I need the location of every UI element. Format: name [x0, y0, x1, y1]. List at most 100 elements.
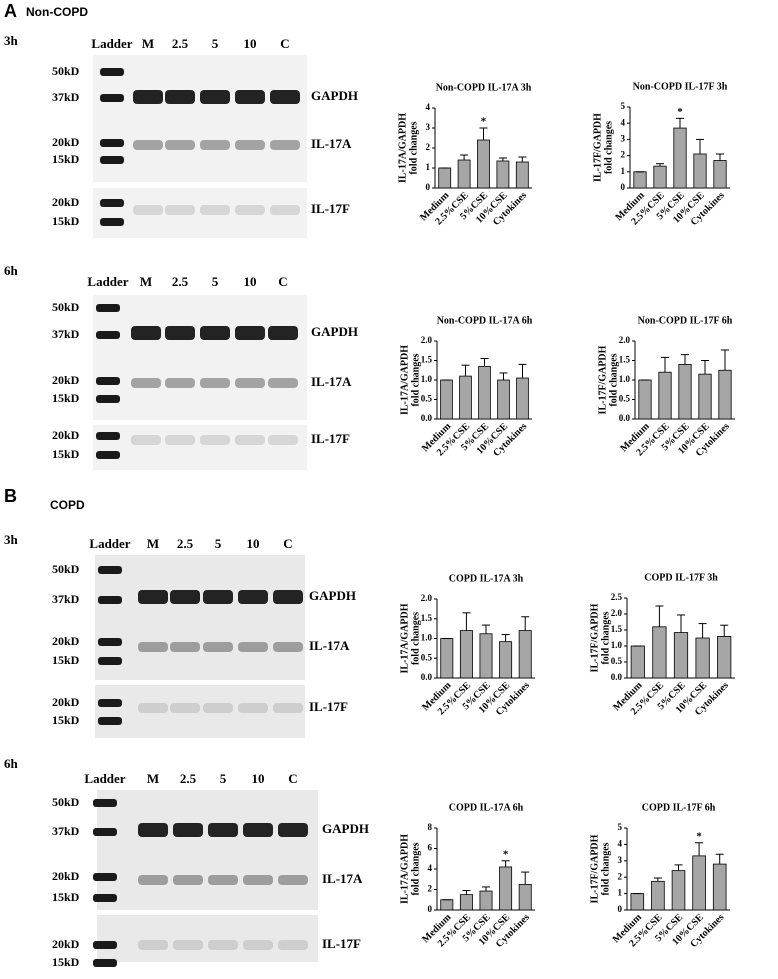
bar — [516, 377, 529, 420]
blot-membrane — [97, 915, 318, 962]
ladder-band — [100, 94, 124, 102]
target-label: GAPDH — [311, 88, 358, 103]
y-tick-label: 1.0 — [611, 640, 623, 650]
ladder-band — [93, 873, 117, 881]
y-axis-label: fold changes — [603, 121, 614, 174]
ladder-band — [100, 218, 124, 226]
marker-label: 37kD — [52, 327, 80, 341]
bar — [693, 153, 707, 189]
y-axis-label: IL-17A/GAPDH — [399, 834, 410, 904]
ladder-band — [100, 68, 124, 76]
protein-band — [235, 326, 265, 340]
y-tick-label: 2 — [621, 150, 626, 160]
bar — [438, 167, 452, 189]
protein-band — [273, 642, 303, 652]
y-axis-label: IL-17F/GAPDH — [597, 345, 608, 414]
target-label: GAPDH — [322, 821, 369, 836]
marker-label: 20kD — [52, 428, 80, 442]
group-label: COPD — [50, 498, 85, 512]
marker-label: 15kD — [52, 391, 80, 405]
ladder-band — [93, 894, 117, 902]
ladder-band — [98, 638, 122, 646]
bar — [638, 379, 652, 420]
y-tick-label: 1.5 — [421, 613, 433, 623]
y-tick-label: 1 — [618, 888, 623, 898]
y-tick-label: 5 — [621, 101, 626, 111]
marker-label: 50kD — [52, 562, 80, 576]
protein-band — [235, 90, 265, 104]
protein-band — [133, 140, 163, 150]
protein-band — [278, 940, 308, 950]
ladder-band — [98, 596, 122, 604]
protein-band — [238, 703, 268, 713]
blot-membrane — [93, 425, 307, 470]
ladder-band — [96, 432, 120, 440]
lane-label: 2.5 — [172, 274, 189, 289]
protein-band — [208, 940, 238, 950]
lane-label: Ladder — [89, 536, 130, 551]
protein-band — [200, 140, 230, 150]
marker-label: 20kD — [52, 195, 80, 209]
marker-label: 15kD — [52, 890, 80, 904]
lane-label: C — [280, 36, 289, 51]
protein-band — [165, 140, 195, 150]
y-axis-label: fold changes — [410, 353, 421, 406]
blot-membrane — [93, 295, 307, 420]
protein-band — [278, 823, 308, 837]
marker-label: 20kD — [52, 695, 80, 709]
ladder-band — [93, 799, 117, 807]
lane-label: M — [140, 274, 152, 289]
protein-band — [200, 435, 230, 445]
lane-label: 10 — [244, 36, 257, 51]
bar — [459, 894, 473, 911]
marker-label: 20kD — [52, 869, 80, 883]
ladder-band — [100, 156, 124, 164]
bar — [459, 375, 472, 420]
bar — [658, 371, 672, 420]
bar — [477, 139, 490, 189]
y-tick-label: 0.0 — [619, 413, 631, 423]
chart-title: COPD IL-17A 6h — [449, 802, 524, 813]
significance-mark: * — [503, 848, 509, 860]
bar — [518, 883, 532, 911]
blot-membrane — [93, 55, 307, 182]
bar — [630, 645, 645, 679]
lane-label: M — [142, 36, 154, 51]
marker-label: 15kD — [52, 152, 80, 166]
y-tick-label: 3 — [618, 855, 623, 865]
time-label: 6h — [4, 263, 19, 278]
y-axis-label: fold changes — [600, 611, 611, 664]
protein-band — [138, 875, 168, 885]
chart-title: Non-COPD IL-17F 6h — [638, 315, 733, 326]
bar — [651, 880, 665, 911]
protein-band — [203, 590, 233, 604]
y-tick-label: 6 — [428, 843, 433, 853]
lane-label: Ladder — [84, 771, 125, 786]
y-axis-label: IL-17F/GAPDH — [592, 113, 603, 182]
bar — [497, 379, 510, 420]
protein-band — [165, 378, 195, 388]
significance-mark: * — [481, 116, 487, 128]
protein-band — [268, 435, 298, 445]
y-tick-label: 0.5 — [421, 394, 433, 404]
bar — [673, 127, 687, 189]
target-label: IL-17F — [322, 936, 361, 951]
protein-band — [165, 435, 195, 445]
protein-band — [200, 205, 230, 215]
protein-band — [268, 326, 298, 340]
protein-band — [235, 435, 265, 445]
protein-band — [138, 940, 168, 950]
y-axis-label: IL-17A/GAPDH — [399, 345, 410, 415]
y-tick-label: 2 — [428, 884, 433, 894]
protein-band — [235, 140, 265, 150]
y-tick-label: 2.0 — [421, 335, 433, 345]
protein-band — [138, 590, 168, 604]
marker-label: 15kD — [52, 447, 80, 461]
y-tick-label: 5 — [618, 822, 623, 832]
marker-label: 15kD — [52, 955, 80, 969]
chart-title: COPD IL-17A 3h — [449, 573, 524, 584]
protein-band — [270, 140, 300, 150]
bar — [479, 890, 493, 911]
protein-band — [165, 326, 195, 340]
protein-band — [138, 823, 168, 837]
